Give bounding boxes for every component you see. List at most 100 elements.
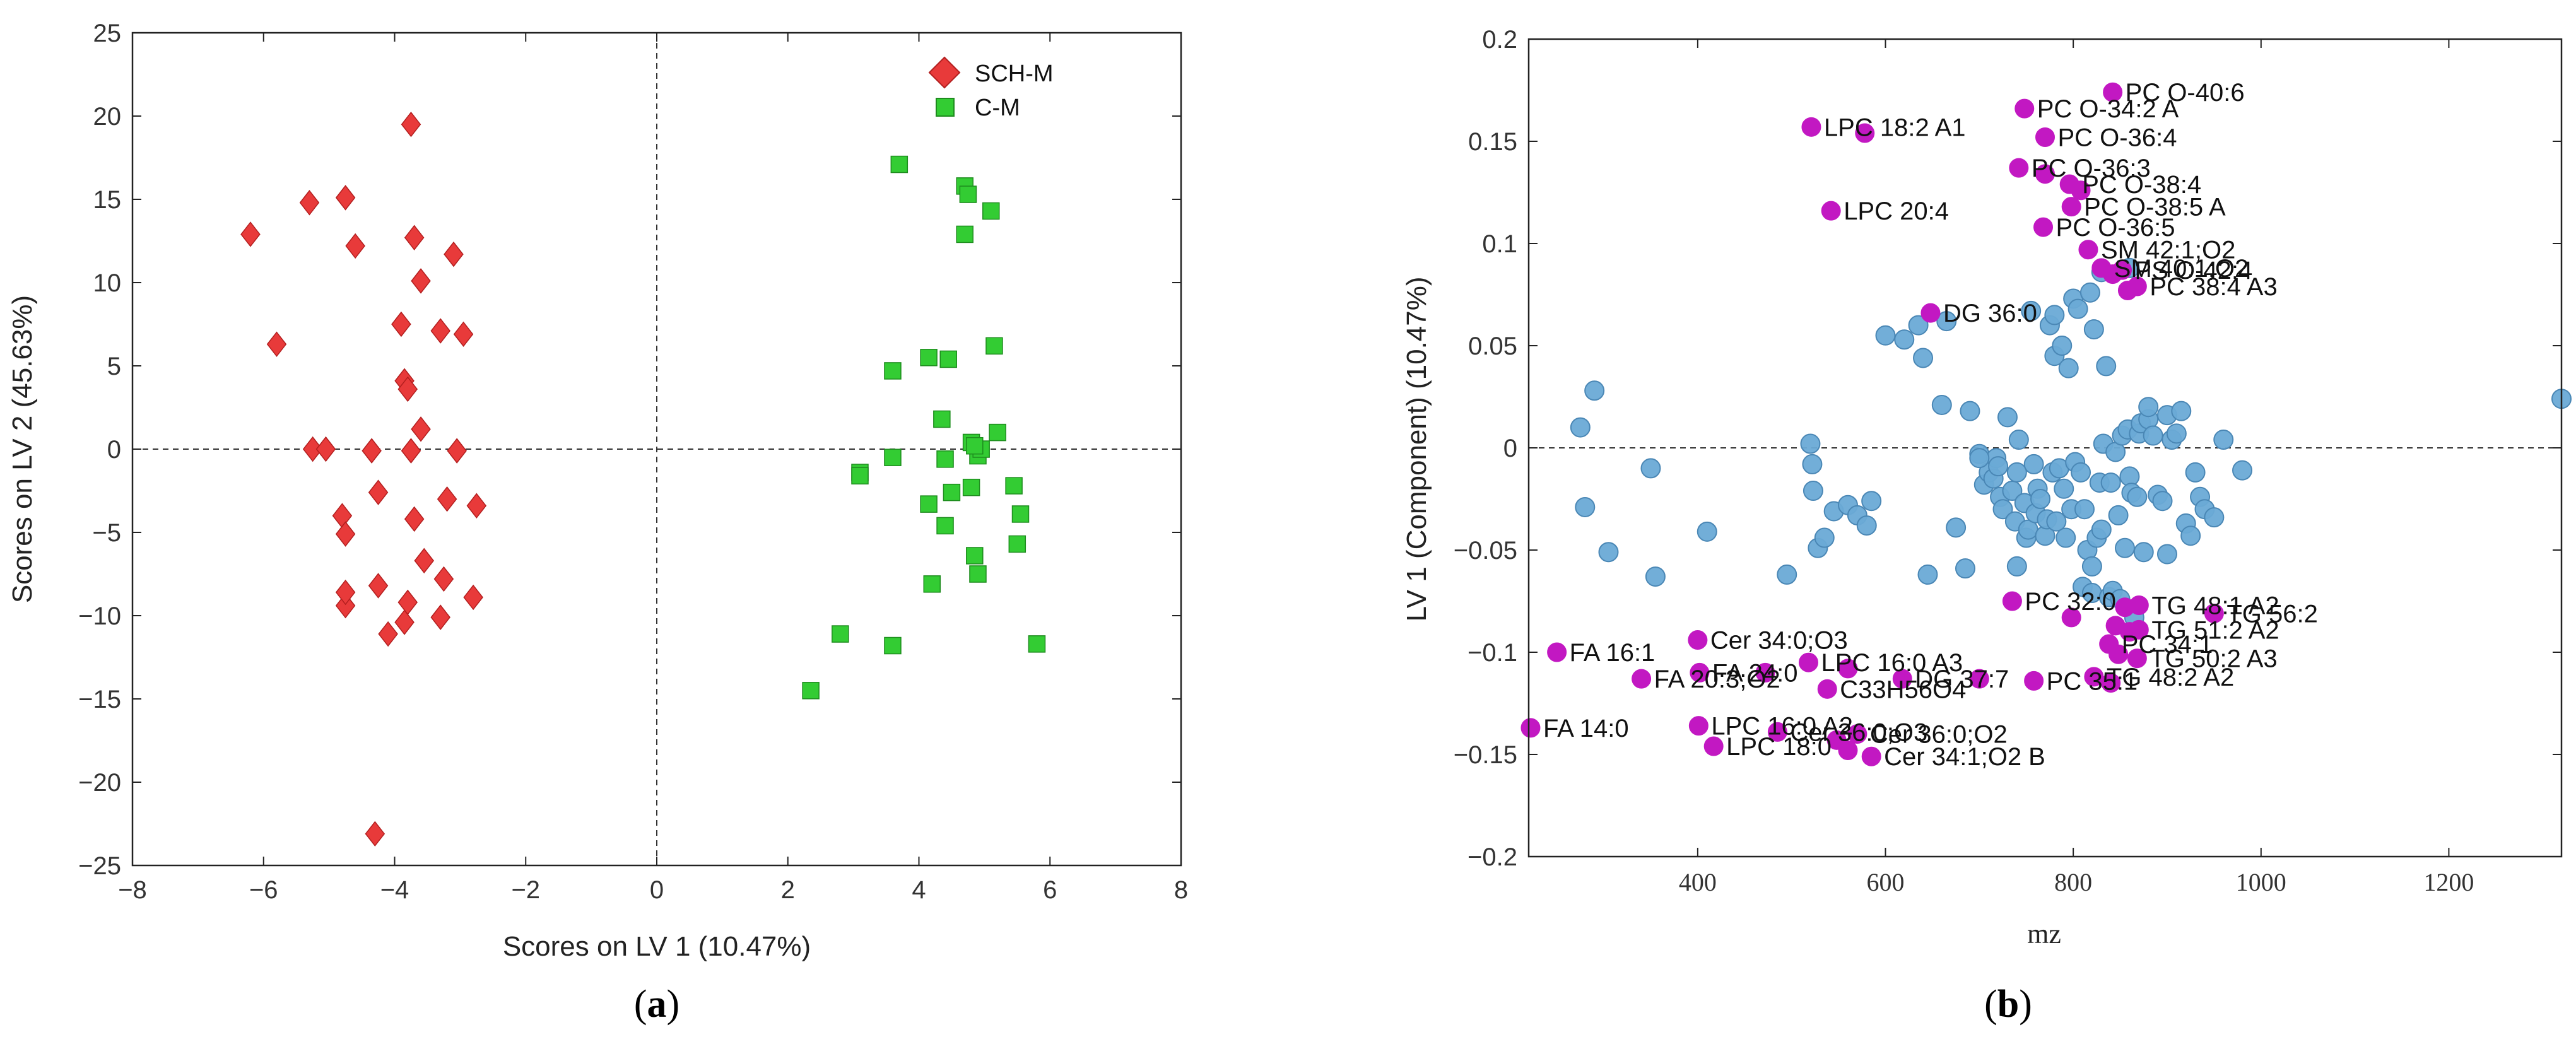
highlighted-point [1703, 736, 1724, 756]
highlighted-point [2127, 648, 2147, 669]
sch-m-point [430, 604, 450, 630]
chart-b-y-tick-label: −0.2 [1467, 843, 1517, 871]
c-m-point [802, 682, 820, 700]
c-m-point [884, 448, 902, 466]
feature-point [2166, 423, 2187, 444]
annotation-label: DG 37:7 [1915, 665, 2009, 693]
highlighted-point [1688, 630, 1708, 650]
feature-point [2067, 298, 2088, 319]
chart-b-x-tick-label: 1200 [2423, 868, 2474, 896]
panel-b-letter: b [1997, 983, 2019, 1026]
c-m-point [936, 517, 954, 535]
feature-point [1697, 521, 1717, 542]
highlighted-point [2101, 673, 2121, 693]
chart-a-points [240, 111, 1046, 847]
highlighted-point [1798, 652, 1818, 672]
annotation-label: PC O-38:4 [2082, 171, 2201, 199]
highlighted-point [2033, 217, 2054, 237]
sch-m-point [453, 321, 474, 348]
highlighted-point [1861, 746, 1881, 766]
c-m-point [1011, 505, 1030, 523]
c-m-point [959, 185, 977, 203]
sch-m-point [433, 566, 454, 592]
sch-m-point [401, 438, 421, 464]
feature-point [2152, 491, 2173, 512]
chart-b-x-tick-label: 1000 [2236, 868, 2286, 896]
annotation-label: DG 36:0 [1943, 300, 2037, 327]
feature-point [1988, 456, 2009, 477]
feature-point [2023, 454, 2044, 474]
annotation-label: SM 42:1;O2 [2101, 237, 2235, 264]
feature-point [2133, 542, 2154, 563]
chart-a-y-tick-label: −20 [78, 769, 121, 797]
chart-a-y-tick-label: 10 [93, 269, 122, 297]
feature-point [2071, 462, 2091, 483]
c-m-point [956, 225, 973, 243]
feature-point [2096, 356, 2117, 377]
highlighted-point [1632, 669, 1652, 689]
sch-m-point [430, 318, 450, 344]
chart-a-y-tick-label: −10 [78, 602, 121, 630]
chart-b-y-tick-label: 0.1 [1482, 230, 1517, 258]
highlighted-point [2061, 607, 2081, 628]
feature-point [1894, 329, 1915, 350]
chart-b-y-tick-label: −0.05 [1454, 537, 1517, 565]
chart-a-y-tick-label: −5 [92, 519, 121, 547]
c-m-point [966, 547, 984, 565]
highlighted-point [1821, 201, 1841, 221]
chart-a-x-tick-label: 0 [650, 876, 664, 904]
chart-a-y-tick-label: 25 [93, 20, 122, 47]
panel-b-open-paren: ( [1984, 983, 1997, 1026]
chart-b-y-tick-label: 0 [1503, 435, 1517, 462]
annotation-label: LPC 16:0 A3 [1821, 649, 1963, 677]
highlighted-point [1969, 669, 1989, 689]
c-m-point [989, 423, 1006, 442]
feature-point [2127, 486, 2148, 507]
chart-b-x-tick-label: 400 [1679, 868, 1717, 896]
feature-point [2156, 544, 2177, 565]
feature-point [2021, 300, 2042, 321]
highlighted-point [1767, 722, 1787, 742]
feature-point [2052, 336, 2073, 356]
highlighted-point [2024, 671, 2044, 691]
annotation-label: PC O-38:5 A [2084, 194, 2226, 221]
sch-m-point [444, 241, 464, 267]
annotation-label: PC O-36:5 [2056, 214, 2175, 242]
legend-label-c-m: C-M [975, 95, 1020, 121]
feature-point [2046, 511, 2067, 532]
feature-point [1645, 566, 1666, 587]
highlighted-point [1801, 117, 1821, 137]
chart-b-y-tick-label: 0.2 [1482, 26, 1517, 54]
highlighted-point [1690, 662, 1710, 683]
feature-point [1875, 325, 1896, 346]
annotation-label: FA 24:0 [1712, 659, 1798, 687]
sch-m-point [315, 436, 336, 462]
sch-m-point [335, 521, 356, 547]
chart-b-ticks: 400 600 800 1000 1200 −0.2 −0.15 −0.1 −0.05 0 0.05… [1454, 26, 2561, 896]
feature-point [1913, 348, 1934, 368]
feature-point [1955, 558, 1976, 579]
c-m-point [890, 155, 909, 173]
sch-m-point [302, 436, 323, 462]
chart-a-x-tick-label: −2 [511, 876, 540, 904]
c-m-point [966, 437, 984, 455]
feature-point [2008, 430, 2029, 450]
sch-m-point [266, 331, 287, 357]
feature-point [1969, 448, 1990, 469]
highlighted-point [1855, 123, 1875, 143]
sch-m-point [394, 609, 415, 635]
chart-a-x-tick-label: 4 [912, 876, 926, 904]
feature-point [2074, 499, 2095, 520]
sch-m-point [378, 621, 398, 647]
c-m-point [943, 483, 961, 501]
sch-m-point [463, 584, 483, 611]
sch-m-point [365, 821, 385, 847]
feature-point [2204, 507, 2225, 528]
sch-m-point [447, 438, 467, 464]
chart-a-x-tick-label: 6 [1043, 876, 1057, 904]
annotation-label: PC 34:1 [2122, 631, 2213, 659]
feature-point [1992, 499, 2013, 520]
highlighted-point [1547, 642, 1567, 662]
annotation-label: TG 51:2 A2 [2151, 616, 2279, 644]
